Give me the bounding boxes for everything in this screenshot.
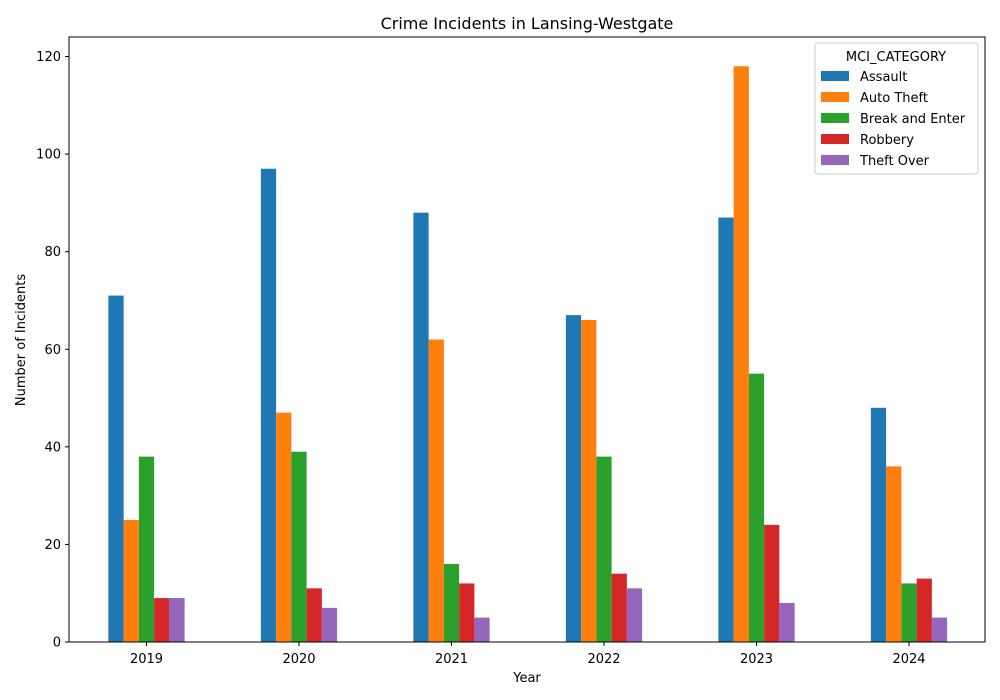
x-tick-label: 2024 (892, 652, 925, 667)
bar-break-and-enter-2020 (291, 451, 307, 642)
legend-swatch (821, 71, 849, 81)
y-tick-label: 20 (44, 538, 61, 553)
bar-robbery-2021 (459, 583, 475, 642)
bar-robbery-2023 (764, 524, 780, 642)
bar-theft-over-2023 (779, 602, 795, 642)
bar-assault-2021 (413, 212, 429, 643)
legend-swatch (821, 92, 849, 102)
legend-label: Assault (860, 70, 907, 85)
legend-swatch (821, 113, 849, 123)
bar-auto-theft-2020 (276, 412, 292, 642)
bar-theft-over-2022 (626, 588, 643, 642)
bar-auto-theft-2019 (123, 520, 139, 642)
y-tick-label: 40 (44, 440, 61, 455)
y-tick-label: 100 (36, 148, 61, 163)
bar-theft-over-2019 (169, 598, 185, 642)
bar-assault-2022 (565, 315, 582, 642)
legend: MCI_CATEGORY Assault Auto Theft Break and … (814, 42, 979, 175)
bar-auto-theft-2021 (428, 339, 444, 642)
legend-box (814, 42, 979, 175)
y-tick-label: 80 (44, 245, 61, 260)
bar-theft-over-2021 (474, 617, 490, 642)
legend-swatch (821, 134, 849, 144)
bar-auto-theft-2024 (886, 466, 902, 642)
bar-theft-over-2024 (931, 617, 948, 642)
legend-label: Break and Enter (860, 112, 966, 127)
bar-robbery-2024 (916, 578, 932, 642)
x-axis-ticks: 2019 2020 2021 2022 2023 2024 (130, 642, 926, 667)
bar-assault-2023 (718, 217, 734, 642)
y-tick-label: 60 (44, 343, 61, 358)
bar-break-and-enter-2019 (138, 456, 155, 642)
bar-auto-theft-2022 (581, 319, 597, 642)
legend-label: Theft Over (859, 154, 930, 169)
bar-assault-2024 (870, 407, 887, 642)
bar-break-and-enter-2023 (748, 373, 765, 642)
x-tick-label: 2020 (282, 652, 315, 667)
bar-robbery-2020 (306, 588, 322, 642)
bar-break-and-enter-2022 (596, 456, 612, 642)
y-axis-label: Number of Incidents (14, 274, 29, 406)
legend-items: Assault Auto Theft Break and Enter Robbery T… (821, 70, 966, 169)
bar-break-and-enter-2024 (901, 583, 917, 642)
chart-title: Crime Incidents in Lansing-Westgate (381, 14, 674, 33)
y-tick-label: 120 (36, 50, 61, 65)
legend-label: Robbery (860, 133, 914, 148)
bar-break-and-enter-2021 (443, 563, 460, 642)
legend-label: Auto Theft (860, 91, 928, 106)
y-tick-label: 0 (53, 636, 61, 651)
x-tick-label: 2022 (587, 652, 620, 667)
plot-frame (68, 36, 986, 643)
x-axis-label: Year (512, 671, 541, 686)
bar-assault-2020 (260, 168, 277, 642)
x-tick-label: 2019 (130, 652, 163, 667)
legend-title: MCI_CATEGORY (846, 50, 946, 65)
x-tick-label: 2023 (740, 652, 773, 667)
legend-swatch (821, 155, 849, 165)
bar-theft-over-2020 (321, 607, 338, 642)
bar-assault-2019 (108, 295, 124, 642)
bar-robbery-2022 (611, 573, 627, 642)
bars-group (108, 66, 948, 643)
bar-auto-theft-2023 (733, 66, 749, 643)
x-tick-label: 2021 (435, 652, 468, 667)
y-axis-ticks: 0 20 40 60 80 100 120 (36, 50, 69, 651)
bar-robbery-2019 (154, 598, 170, 642)
